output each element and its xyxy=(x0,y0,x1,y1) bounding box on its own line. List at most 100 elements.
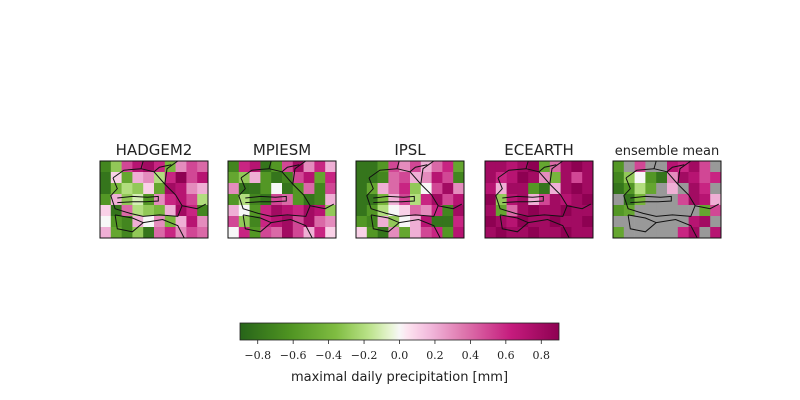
heatmap-cell xyxy=(292,227,304,239)
heatmap-cell xyxy=(634,205,646,217)
heatmap-cell xyxy=(314,172,326,184)
heatmap-cell xyxy=(388,161,400,173)
heatmap-cell xyxy=(121,227,133,239)
heatmap-cell xyxy=(571,216,583,228)
heatmap-cell xyxy=(228,172,240,184)
heatmap-cell xyxy=(667,161,679,173)
heatmap-cell xyxy=(325,194,337,206)
panels-layer: HADGEM2 MPIESM IPSL ECEARTH ensemble mean xyxy=(99,141,722,239)
heatmap-cell xyxy=(549,183,561,195)
heatmap-cell xyxy=(582,183,594,195)
heatmap-cell xyxy=(197,205,209,217)
country-border xyxy=(310,203,335,210)
heatmap-cell xyxy=(282,227,294,239)
country-border xyxy=(140,160,144,169)
heatmap-cell xyxy=(377,205,389,217)
heatmap-cell xyxy=(143,205,155,217)
heatmap-cell xyxy=(356,172,368,184)
heatmap-cell xyxy=(388,194,400,206)
heatmap-cell xyxy=(699,216,711,228)
heatmap-cell xyxy=(282,216,294,228)
heatmap-cell xyxy=(197,194,209,206)
heatmap-cell xyxy=(677,205,689,217)
heatmap-cell xyxy=(249,161,261,173)
heatmap-cell xyxy=(356,183,368,195)
heatmap-cell xyxy=(238,205,250,217)
heatmap-cell xyxy=(399,205,411,217)
heatmap-cell xyxy=(634,161,646,173)
heatmap-cell xyxy=(132,205,144,217)
country-border xyxy=(242,214,273,233)
country-border xyxy=(182,203,207,210)
heatmap-cell xyxy=(517,161,529,173)
heatmap-cell xyxy=(228,216,240,228)
heatmap-cell xyxy=(699,205,711,217)
heatmap-cell xyxy=(442,227,454,239)
heatmap-cell xyxy=(528,183,540,195)
heatmap-cell xyxy=(560,183,572,195)
panel-title: ECEARTH xyxy=(504,141,573,159)
heatmap-cell xyxy=(571,194,583,206)
heatmap-cell xyxy=(506,183,518,195)
heatmap-cell xyxy=(356,161,368,173)
heatmap-cell xyxy=(110,205,122,217)
heatmap-cell xyxy=(571,205,583,217)
country-border xyxy=(268,160,272,169)
heatmap-cell xyxy=(132,172,144,184)
heatmap-cell xyxy=(656,183,668,195)
heatmap-cell xyxy=(314,183,326,195)
heatmap-cell xyxy=(485,227,497,239)
heatmap-cell xyxy=(292,172,304,184)
colorbar-tick-label: 0.2 xyxy=(426,349,444,362)
heatmap-cell xyxy=(539,227,551,239)
heatmap-cell xyxy=(485,216,497,228)
heatmap-cell xyxy=(517,183,529,195)
heatmap-cell xyxy=(634,216,646,228)
heatmap-cell xyxy=(410,194,422,206)
heatmap-cell xyxy=(100,161,112,173)
heatmap-cell xyxy=(197,183,209,195)
heatmap-cell xyxy=(506,161,518,173)
heatmap-cell xyxy=(677,172,689,184)
heatmap-cell xyxy=(667,183,679,195)
heatmap-cell xyxy=(366,161,378,173)
heatmap-cell xyxy=(517,172,529,184)
heatmap-cell xyxy=(634,172,646,184)
heatmap-cell xyxy=(388,227,400,239)
heatmap-cell xyxy=(377,161,389,173)
heatmap-cell xyxy=(442,161,454,173)
heatmap-cell xyxy=(228,227,240,239)
heatmap-cell xyxy=(377,227,389,239)
panel-frame xyxy=(99,160,209,239)
heatmap-cell xyxy=(132,194,144,206)
heatmap-cell xyxy=(699,183,711,195)
heatmap-cell xyxy=(667,216,679,228)
heatmap-cell xyxy=(303,183,315,195)
heatmap-cell xyxy=(164,194,176,206)
heatmap-cell xyxy=(314,227,326,239)
heatmap-cell xyxy=(571,161,583,173)
heatmap-cell xyxy=(399,183,411,195)
heatmap-cell xyxy=(410,216,422,228)
heatmap-cell xyxy=(271,161,283,173)
heatmap-cell xyxy=(249,216,261,228)
heatmap-cell xyxy=(613,183,625,195)
heatmap-cell xyxy=(154,183,166,195)
heatmap-cell xyxy=(260,205,272,217)
heatmap-cell xyxy=(656,227,668,239)
heatmap-cell xyxy=(420,194,432,206)
heatmap-cell xyxy=(325,183,337,195)
heatmap-cell xyxy=(517,194,529,206)
heatmap-cell xyxy=(485,172,497,184)
heatmap-cell xyxy=(517,216,529,228)
heatmap-cell xyxy=(688,216,700,228)
heatmap-cell xyxy=(100,205,112,217)
country-border xyxy=(630,195,672,204)
heatmap-cell xyxy=(175,183,187,195)
heatmap-cell xyxy=(549,227,561,239)
heatmap-cell xyxy=(623,205,635,217)
heatmap-cell xyxy=(292,194,304,206)
heatmap-cell xyxy=(645,172,657,184)
country-border xyxy=(281,164,300,173)
heatmap-cell xyxy=(249,172,261,184)
